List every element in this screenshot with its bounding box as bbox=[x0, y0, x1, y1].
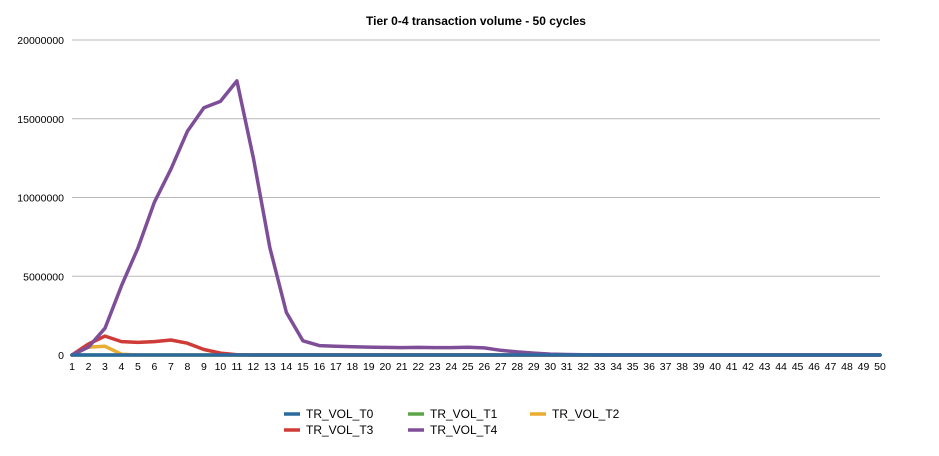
x-tick-label: 29 bbox=[528, 361, 540, 373]
x-tick-label: 10 bbox=[215, 361, 227, 373]
y-tick-label: 20000000 bbox=[17, 35, 64, 47]
x-tick-label: 11 bbox=[231, 361, 242, 373]
y-tick-label: 5000000 bbox=[23, 271, 64, 283]
x-tick-label: 24 bbox=[445, 361, 457, 373]
x-tick-label: 21 bbox=[396, 361, 408, 373]
y-tick-label: 10000000 bbox=[17, 193, 64, 205]
x-tick-label: 36 bbox=[643, 361, 655, 373]
x-tick-label: 16 bbox=[314, 361, 326, 373]
series-lines bbox=[70, 79, 882, 357]
x-tick-label: 22 bbox=[412, 361, 424, 373]
x-tick-label: 41 bbox=[726, 361, 738, 373]
x-tick-label: 7 bbox=[168, 361, 174, 373]
legend-label: TR_VOL_T2 bbox=[552, 407, 620, 421]
legend-label: TR_VOL_T3 bbox=[306, 423, 374, 437]
x-tick-label: 45 bbox=[792, 361, 804, 373]
x-tick-label: 17 bbox=[330, 361, 342, 373]
x-tick-label: 12 bbox=[248, 361, 260, 373]
x-axis-ticks: 1 2 3 4 5 6 7 8 9 10 11 12 13 14 15 16 17 18 19 20 21 22 23 24 2… bbox=[69, 361, 886, 373]
legend-label: TR_VOL_T1 bbox=[430, 407, 498, 421]
grid-lines bbox=[72, 39, 880, 356]
legend-label: TR_VOL_T0 bbox=[306, 407, 374, 421]
x-tick-label: 5 bbox=[135, 361, 141, 373]
y-tick-label: 15000000 bbox=[17, 114, 64, 126]
x-tick-label: 20 bbox=[379, 361, 391, 373]
x-tick-label: 14 bbox=[281, 361, 293, 373]
x-tick-label: 9 bbox=[201, 361, 207, 373]
x-tick-label: 38 bbox=[676, 361, 688, 373]
x-tick-label: 2 bbox=[86, 361, 92, 373]
x-tick-label: 43 bbox=[759, 361, 771, 373]
x-tick-label: 37 bbox=[660, 361, 672, 373]
x-tick-label: 15 bbox=[297, 361, 309, 373]
x-tick-label: 40 bbox=[709, 361, 721, 373]
x-tick-label: 39 bbox=[693, 361, 705, 373]
x-tick-label: 49 bbox=[858, 361, 870, 373]
x-tick-label: 18 bbox=[346, 361, 358, 373]
y-tick-label: 0 bbox=[58, 350, 64, 362]
series-line-tr-vol-t3 bbox=[70, 334, 882, 357]
x-tick-label: 32 bbox=[577, 361, 589, 373]
x-tick-label: 44 bbox=[775, 361, 787, 373]
x-tick-label: 8 bbox=[185, 361, 191, 373]
x-tick-label: 48 bbox=[841, 361, 853, 373]
y-axis-ticks: 0 5000000 10000000 15000000 20000000 bbox=[17, 35, 64, 362]
x-tick-label: 33 bbox=[594, 361, 606, 373]
x-tick-label: 19 bbox=[363, 361, 375, 373]
x-tick-label: 13 bbox=[264, 361, 276, 373]
x-tick-label: 30 bbox=[544, 361, 556, 373]
x-tick-label: 50 bbox=[874, 361, 886, 373]
x-tick-label: 27 bbox=[495, 361, 507, 373]
series-line-tr-vol-t4 bbox=[70, 79, 882, 357]
x-tick-label: 26 bbox=[478, 361, 490, 373]
x-tick-label: 3 bbox=[102, 361, 108, 373]
x-tick-label: 6 bbox=[152, 361, 158, 373]
chart-title: Tier 0-4 transaction volume - 50 cycles bbox=[366, 14, 586, 28]
x-tick-label: 23 bbox=[429, 361, 441, 373]
x-tick-label: 34 bbox=[610, 361, 622, 373]
x-tick-label: 35 bbox=[627, 361, 639, 373]
x-tick-label: 28 bbox=[511, 361, 523, 373]
x-tick-label: 42 bbox=[742, 361, 754, 373]
x-tick-label: 25 bbox=[462, 361, 474, 373]
x-tick-label: 1 bbox=[69, 361, 75, 373]
x-tick-label: 46 bbox=[808, 361, 820, 373]
x-tick-label: 47 bbox=[825, 361, 837, 373]
x-tick-label: 4 bbox=[119, 361, 125, 373]
x-tick-label: 31 bbox=[561, 361, 573, 373]
legend-label: TR_VOL_T4 bbox=[430, 423, 498, 437]
legend: TR_VOL_T0 TR_VOL_T1 TR_VOL_T2 TR_VOL_T3 TR_V… bbox=[284, 407, 620, 437]
